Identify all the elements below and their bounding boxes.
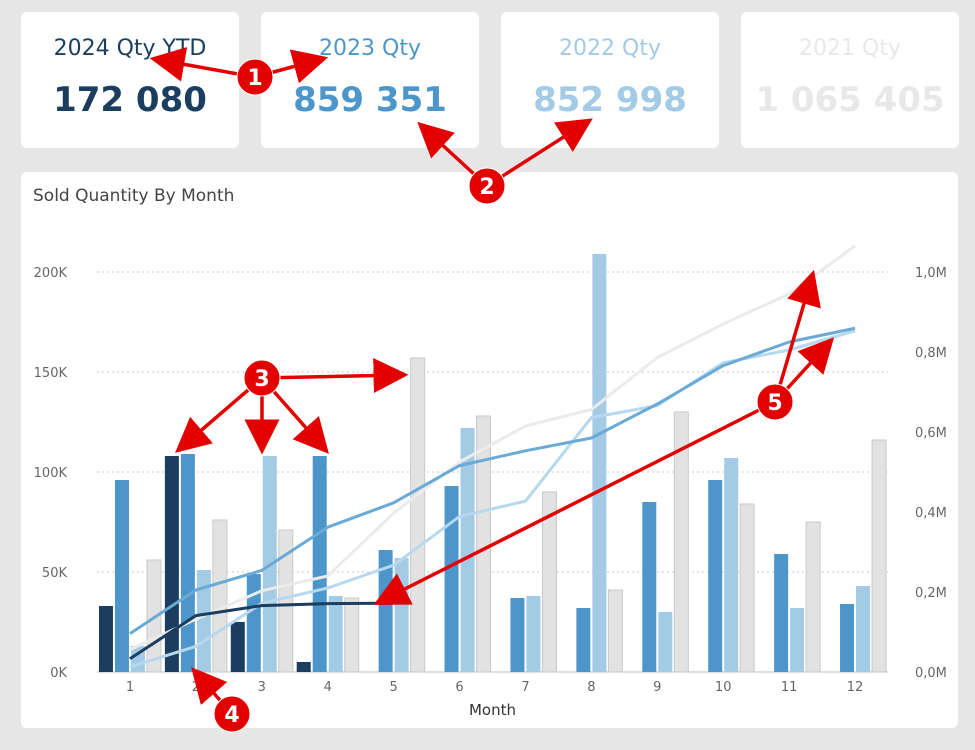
bar-2022-m10 bbox=[724, 458, 739, 672]
annotation-arrow-3-4 bbox=[261, 358, 409, 394]
y2-tick-label: 0,8M bbox=[915, 346, 947, 361]
bar-2022-m7 bbox=[526, 596, 541, 672]
x-tick-label: 7 bbox=[521, 680, 529, 695]
bar-2023-m9 bbox=[642, 502, 657, 672]
x-tick-label: 2 bbox=[192, 680, 200, 695]
annotation-marker-3 bbox=[243, 359, 281, 397]
bar-2021-m6 bbox=[476, 415, 492, 673]
x-tick-label: 8 bbox=[587, 680, 595, 695]
cumulative-line-2021 bbox=[129, 244, 856, 651]
bar-2023-m3 bbox=[246, 574, 261, 672]
kpi-value-2021: 1 065 405 bbox=[755, 80, 945, 120]
x-tick-label: 12 bbox=[847, 680, 864, 695]
annotation-label-4: 4 bbox=[224, 703, 239, 728]
bar-2021-m11 bbox=[805, 521, 821, 673]
x-tick-label: 5 bbox=[389, 680, 397, 695]
bar-2021-m12 bbox=[871, 439, 887, 673]
bar-2024-m1 bbox=[98, 606, 113, 672]
x-tick-label: 3 bbox=[258, 680, 266, 695]
bar-2022-m9 bbox=[658, 612, 673, 672]
annotation-marker-2 bbox=[468, 167, 506, 205]
y-tick-label: 100K bbox=[34, 466, 68, 481]
kpi-title-2023: 2023 Qty bbox=[319, 36, 421, 61]
bar-2022-m5 bbox=[394, 558, 409, 672]
bar-2022-m2 bbox=[196, 570, 211, 672]
x-axis-label: Month bbox=[469, 701, 516, 719]
y2-tick-label: 0,2M bbox=[915, 586, 947, 601]
y-tick-label: 200K bbox=[34, 266, 68, 281]
bar-2022-m4 bbox=[328, 596, 343, 672]
x-tick-label: 6 bbox=[455, 680, 463, 695]
bar-2021-m7 bbox=[541, 491, 557, 673]
bar-2024-m3 bbox=[230, 622, 245, 672]
bar-2023-m2 bbox=[180, 454, 195, 672]
kpi-card-2022: 2022 Qty 852 998 bbox=[501, 12, 719, 148]
bar-2022-m6 bbox=[460, 428, 475, 672]
y-tick-label: 150K bbox=[34, 366, 68, 381]
bar-2023-m6 bbox=[444, 486, 459, 672]
cumulative-line-2024 bbox=[129, 601, 394, 661]
bar-2024-m2 bbox=[164, 456, 179, 672]
cumulative-line-2023 bbox=[129, 326, 856, 635]
bar-2021-m10 bbox=[739, 503, 755, 673]
annotation-label-2: 2 bbox=[479, 175, 494, 200]
x-tick-label: 4 bbox=[324, 680, 332, 695]
bar-2024-m4 bbox=[296, 662, 311, 672]
bar-2023-m11 bbox=[774, 554, 789, 672]
bar-2022-m8 bbox=[592, 254, 607, 672]
y2-tick-label: 1,0M bbox=[915, 266, 947, 281]
bar-2022-m12 bbox=[856, 586, 871, 672]
bar-2023-m7 bbox=[510, 598, 525, 672]
annotation-marker-4 bbox=[213, 695, 251, 733]
bar-2021-m8 bbox=[607, 589, 623, 673]
bar-2021-m3 bbox=[278, 529, 294, 673]
bar-2023-m8 bbox=[576, 608, 591, 672]
annotation-label-5: 5 bbox=[767, 391, 782, 416]
kpi-title-2021: 2021 Qty bbox=[799, 36, 901, 61]
annotation-label-3: 3 bbox=[254, 367, 269, 392]
y2-tick-label: 0,6M bbox=[915, 426, 947, 441]
bar-2021-m5 bbox=[410, 357, 426, 673]
kpi-value-2024: 172 080 bbox=[53, 80, 207, 120]
annotation-arrow-5-1 bbox=[773, 269, 821, 403]
bar-2023-m4 bbox=[312, 456, 327, 672]
bar-2021-m2 bbox=[212, 519, 228, 673]
x-tick-label: 9 bbox=[653, 680, 661, 695]
bar-2021-m4 bbox=[344, 597, 360, 673]
x-tick-label: 1 bbox=[126, 680, 134, 695]
annotation-arrow-2-2 bbox=[486, 118, 593, 188]
annotation-marker-1 bbox=[236, 58, 274, 96]
kpi-title-2022: 2022 Qty bbox=[559, 36, 661, 61]
y2-tick-label: 0,0M bbox=[915, 666, 947, 681]
bar-2023-m12 bbox=[840, 604, 855, 672]
y-tick-label: 0K bbox=[50, 666, 67, 681]
x-tick-label: 10 bbox=[715, 680, 732, 695]
y-tick-label: 50K bbox=[42, 566, 68, 581]
annotation-marker-5 bbox=[756, 383, 794, 421]
kpi-value-2022: 852 998 bbox=[533, 80, 687, 120]
x-tick-label: 11 bbox=[781, 680, 798, 695]
bar-2022-m11 bbox=[790, 608, 805, 672]
bar-2023-m1 bbox=[114, 480, 129, 672]
annotation-arrow-5-3 bbox=[373, 400, 776, 605]
bar-2021-m9 bbox=[673, 411, 689, 673]
chart-title: Sold Quantity By Month bbox=[33, 186, 235, 206]
kpi-card-2021: 2021 Qty 1 065 405 bbox=[741, 12, 959, 148]
bar-2023-m10 bbox=[708, 480, 723, 672]
y2-tick-label: 0,4M bbox=[915, 506, 947, 521]
kpi-value-2023: 859 351 bbox=[293, 80, 447, 120]
annotation-label-1: 1 bbox=[247, 66, 262, 91]
